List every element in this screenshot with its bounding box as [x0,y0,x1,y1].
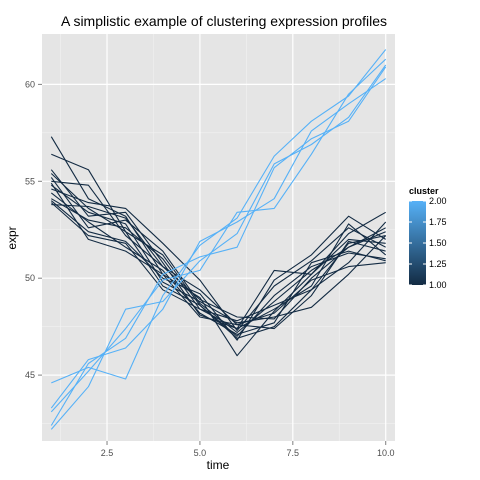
series-line-cluster-1 [51,188,386,332]
x-axis-title: time [207,458,230,472]
x-tick-label: 5.0 [194,448,207,458]
y-tick-label: 60 [25,79,35,89]
y-tick-label: 50 [25,273,35,283]
legend-ticks: 2.00 1.75 1.50 1.25 1.00 [409,196,447,290]
x-tick-label: 2.5 [101,448,114,458]
series-line-cluster-2 [50,78,387,409]
series-line-cluster-1 [50,200,386,341]
series-line-cluster-2 [50,66,387,426]
x-tick-label: 10.0 [377,448,395,458]
series-line-cluster-1 [50,202,386,330]
x-tick-label: 7.5 [287,448,300,458]
series-line-cluster-1 [51,180,386,330]
series-line-cluster-2 [50,58,387,413]
series-line-cluster-1 [50,184,387,324]
legend-label: 1.50 [429,238,447,248]
series-line-cluster-1 [51,204,386,320]
series-line-cluster-1 [50,173,386,339]
series-group [50,49,387,430]
series-line-cluster-2 [50,64,387,430]
legend-label: 1.00 [429,280,447,290]
y-axis-title: expr [5,226,19,249]
x-axis-ticks: 2.5 5.0 7.5 10.0 [101,441,395,458]
series-line-cluster-1 [50,182,386,326]
y-tick-label: 45 [25,370,35,380]
y-tick-label: 55 [25,176,35,186]
legend-colorbar [409,201,426,285]
grid-major [42,34,395,441]
y-axis-ticks: 45 50 55 60 [25,79,42,380]
series-line-cluster-1 [51,198,387,322]
legend-title: cluster [409,186,439,196]
legend-label: 2.00 [429,196,447,206]
legend: cluster 2.00 1.75 1.50 1.25 1.00 [409,186,447,290]
legend-label: 1.25 [429,259,447,269]
chart-title: A simplistic example of clustering expre… [61,13,387,29]
legend-label: 1.75 [429,217,447,227]
plot-panel [42,34,395,441]
